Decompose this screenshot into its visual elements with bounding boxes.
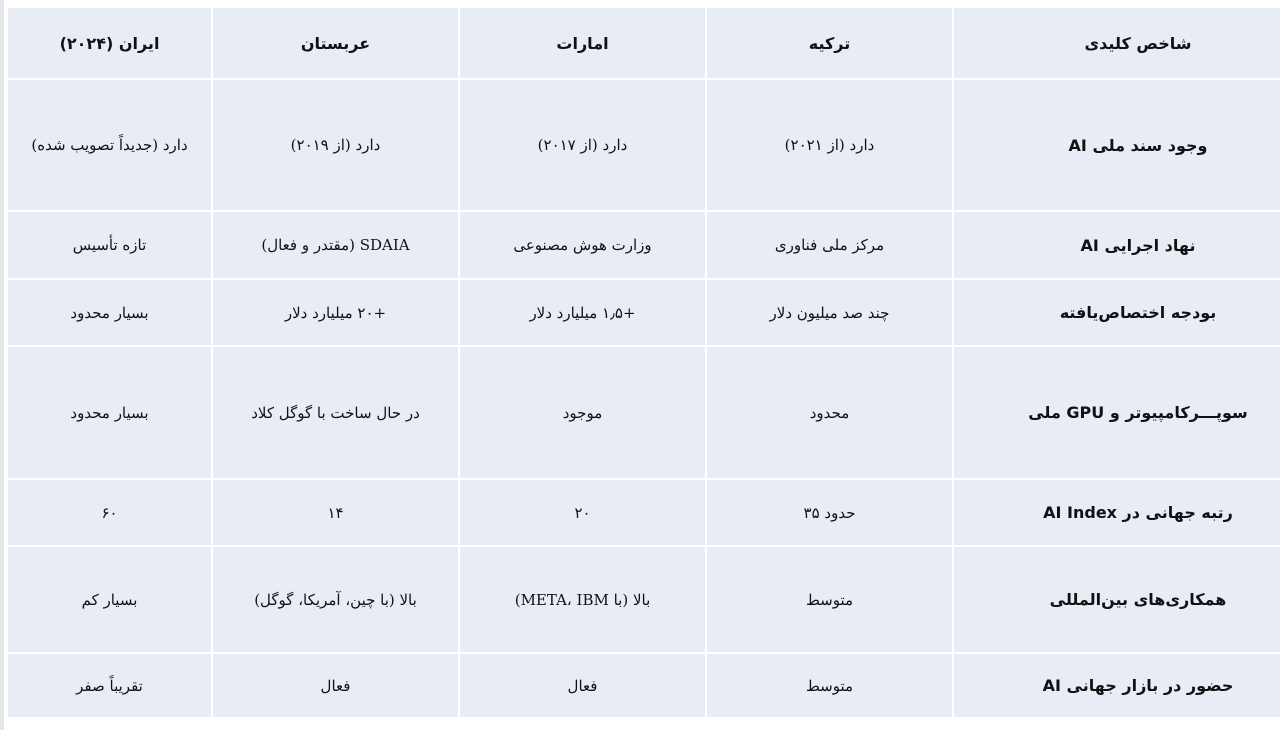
cell: بالا (با META، IBM)	[458, 545, 707, 654]
header-saudi: عربستان	[211, 6, 460, 80]
row-key: نهاد اجرایی AI	[952, 210, 1280, 280]
cell: SDAIA (مقتدر و فعال)	[211, 210, 460, 280]
cell: متوسط	[705, 652, 954, 719]
cell: تازه تأسیس	[6, 210, 213, 280]
cell: ۲۰	[458, 478, 707, 547]
cell: دارد (از ۲۰۱۷)	[458, 78, 707, 212]
cell: مرکز ملی فناوری	[705, 210, 954, 280]
cell: موجود	[458, 345, 707, 480]
cell: دارد (جدیداً تصویب شده)	[6, 78, 213, 212]
table-row: نهاد اجرایی AI مرکز ملی فناوری وزارت هوش…	[6, 210, 1280, 280]
row-key: سوپـــرکامپیوتر و GPU ملی	[952, 345, 1280, 480]
cell: +۱٫۵ میلیارد دلار	[458, 278, 707, 347]
cell: +۲۰ میلیارد دلار	[211, 278, 460, 347]
cell: در حال ساخت با گوگل کلاد	[211, 345, 460, 480]
cell: محدود	[705, 345, 954, 480]
cell: بسیار کم	[6, 545, 213, 654]
row-key: رتبه جهانی در AI Index	[952, 478, 1280, 547]
cell: دارد (از ۲۰۲۱)	[705, 78, 954, 212]
cell: دارد (از ۲۰۱۹)	[211, 78, 460, 212]
header-key: شاخص کلیدی	[952, 6, 1280, 80]
row-key: همکاری‌های بین‌المللی	[952, 545, 1280, 654]
header-iran: ایران (۲۰۲۴)	[6, 6, 213, 80]
table-row: بودجه اختصاص‌یافته چند صد میلیون دلار +۱…	[6, 278, 1280, 347]
table-row: وجود سند ملی AI دارد (از ۲۰۲۱) دارد (از …	[6, 78, 1280, 212]
cell: حدود ۳۵	[705, 478, 954, 547]
row-key: حضور در بازار جهانی AI	[952, 652, 1280, 719]
cell: بالا (با چین، آمریکا، گوگل)	[211, 545, 460, 654]
cell: بسیار محدود	[6, 278, 213, 347]
table-row: همکاری‌های بین‌المللی متوسط بالا (با MET…	[6, 545, 1280, 654]
row-key: وجود سند ملی AI	[952, 78, 1280, 212]
cell: وزارت هوش مصنوعی	[458, 210, 707, 280]
header-uae: امارات	[458, 6, 707, 80]
table-row: رتبه جهانی در AI Index حدود ۳۵ ۲۰ ۱۴ ۶۰	[6, 478, 1280, 547]
cell: متوسط	[705, 545, 954, 654]
cell: فعال	[458, 652, 707, 719]
cell: فعال	[211, 652, 460, 719]
cell: ۶۰	[6, 478, 213, 547]
left-edge	[0, 0, 4, 730]
cell: ۱۴	[211, 478, 460, 547]
header-row: شاخص کلیدی ترکیه امارات عربستان ایران (۲…	[6, 6, 1280, 80]
header-turkey: ترکیه	[705, 6, 954, 80]
comparison-table: شاخص کلیدی ترکیه امارات عربستان ایران (۲…	[6, 6, 1280, 719]
cell: چند صد میلیون دلار	[705, 278, 954, 347]
cell: تقریباً صفر	[6, 652, 213, 719]
cell: بسیار محدود	[6, 345, 213, 480]
table-row: سوپـــرکامپیوتر و GPU ملی محدود موجود در…	[6, 345, 1280, 480]
row-key: بودجه اختصاص‌یافته	[952, 278, 1280, 347]
table-row: حضور در بازار جهانی AI متوسط فعال فعال ت…	[6, 652, 1280, 719]
